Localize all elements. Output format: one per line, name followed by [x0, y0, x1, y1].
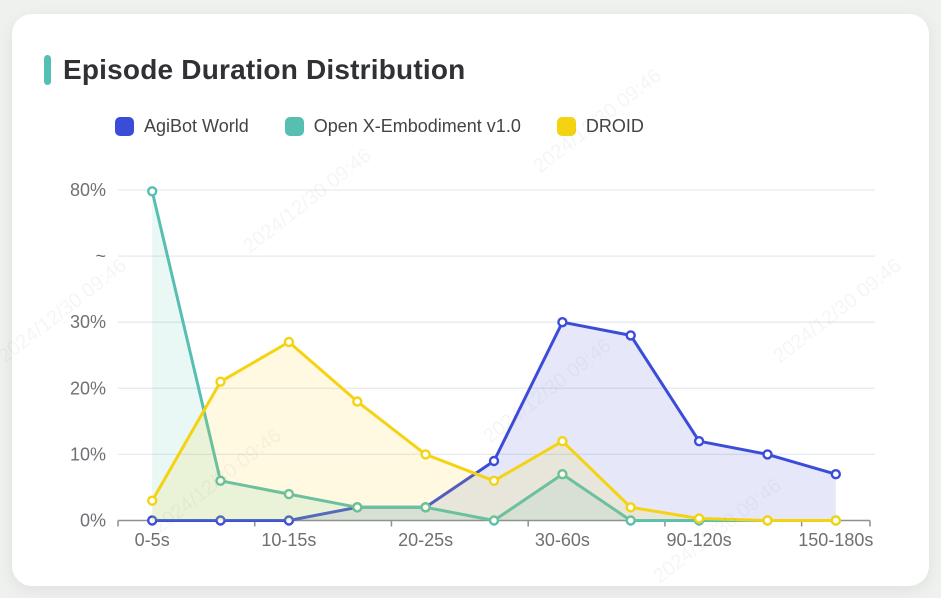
legend-label: DROID	[585, 116, 644, 136]
y-axis-label: 20%	[70, 378, 106, 398]
chart-card: Episode Duration Distribution AgiBot Wor…	[12, 14, 929, 586]
series-area-agibot-world	[152, 322, 836, 521]
data-point-open-x-embodiment-v1-0-4[interactable]	[420, 502, 431, 513]
legend-swatch-droid	[556, 117, 576, 136]
data-point-droid-10[interactable]	[830, 515, 841, 526]
chart-legend: AgiBot World Open X-Embodiment v1.0 DROI…	[115, 116, 644, 137]
data-point-open-x-embodiment-v1-0-1[interactable]	[215, 475, 226, 486]
legend-swatch-agibot-world	[115, 117, 134, 136]
x-axis-label: 10-15s	[261, 530, 316, 550]
data-point-droid-0[interactable]	[146, 495, 158, 506]
data-point-droid-4[interactable]	[420, 449, 431, 460]
data-point-droid-8[interactable]	[693, 513, 705, 524]
legend-item-droid[interactable]: DROID	[556, 116, 644, 137]
x-axis-label: 20-25s	[398, 530, 453, 550]
data-point-open-x-embodiment-v1-0-6[interactable]	[557, 469, 568, 480]
x-axis-label: 0-5s	[135, 530, 170, 550]
data-point-agibot-world-1[interactable]	[215, 515, 226, 526]
data-point-droid-9[interactable]	[762, 515, 773, 526]
data-point-droid-2[interactable]	[283, 336, 295, 348]
series-area-droid	[152, 342, 836, 521]
data-point-droid-7[interactable]	[625, 502, 636, 513]
data-point-droid-5[interactable]	[488, 475, 500, 486]
chart-title: Episode Duration Distribution	[63, 54, 466, 85]
data-point-droid-6[interactable]	[557, 436, 568, 447]
data-point-agibot-world-2[interactable]	[283, 515, 295, 526]
data-point-open-x-embodiment-v1-0-7[interactable]	[625, 515, 636, 526]
data-point-agibot-world-0[interactable]	[146, 515, 158, 526]
data-point-agibot-world-10[interactable]	[830, 469, 841, 480]
data-point-open-x-embodiment-v1-0-0[interactable]	[146, 186, 158, 197]
data-point-agibot-world-6[interactable]	[557, 317, 568, 328]
x-axis-label: 150-180s	[798, 530, 873, 550]
x-axis-label: 90-120s	[667, 530, 732, 550]
data-point-agibot-world-9[interactable]	[762, 449, 773, 460]
data-point-agibot-world-7[interactable]	[625, 330, 636, 341]
x-axis-label: 30-60s	[535, 530, 590, 550]
legend-label: Open X-Embodiment v1.0	[313, 116, 521, 136]
data-point-agibot-world-5[interactable]	[488, 455, 500, 467]
data-point-agibot-world-8[interactable]	[693, 436, 705, 447]
series-area-open-x-embodiment-v1-0	[152, 191, 836, 521]
legend-label: AgiBot World	[144, 116, 249, 136]
title-accent-bar	[44, 55, 51, 85]
y-axis-label: 30%	[70, 312, 106, 332]
y-axis-label: ~	[95, 246, 106, 266]
y-axis-label: 80%	[70, 180, 106, 200]
data-point-open-x-embodiment-v1-0-2[interactable]	[283, 488, 295, 500]
data-point-open-x-embodiment-v1-0-5[interactable]	[488, 515, 500, 526]
legend-item-open-x-embodiment[interactable]: Open X-Embodiment v1.0	[284, 116, 521, 137]
data-point-open-x-embodiment-v1-0-3[interactable]	[352, 502, 363, 513]
y-axis-label: 10%	[70, 444, 106, 464]
data-point-droid-1[interactable]	[215, 376, 226, 387]
legend-swatch-open-x-embodiment	[284, 117, 304, 136]
legend-item-agibot-world[interactable]: AgiBot World	[115, 116, 249, 137]
title-row: Episode Duration Distribution	[44, 54, 465, 86]
data-point-droid-3[interactable]	[352, 396, 363, 407]
y-axis-label: 0%	[80, 511, 106, 531]
